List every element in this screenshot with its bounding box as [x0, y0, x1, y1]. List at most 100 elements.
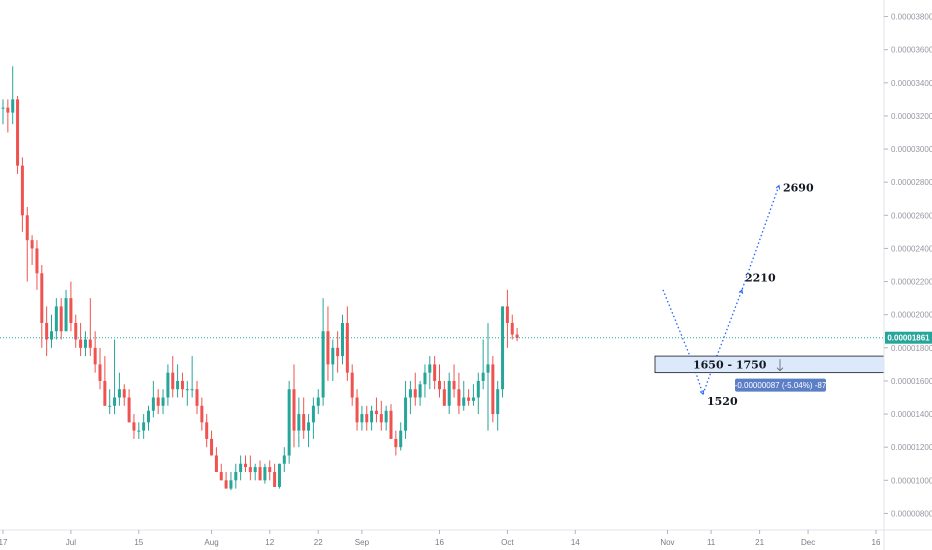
projection-label: 1520 [707, 395, 738, 408]
projection-arrowhead [775, 184, 781, 190]
candle-body [433, 364, 437, 381]
time-tick-label: Aug [204, 538, 218, 547]
candle-body [471, 397, 475, 401]
price-tick-label: 0.00001200 [891, 443, 932, 452]
candle-body [117, 389, 121, 398]
time-tick-label: 22 [314, 538, 323, 547]
candle-body [413, 389, 417, 398]
candle-body [316, 397, 320, 406]
time-tick-label: 14 [571, 538, 580, 547]
candle-body [79, 339, 83, 348]
candle-body [113, 397, 117, 406]
candle-body [481, 372, 485, 381]
projection-arrowhead [738, 288, 744, 294]
candle-body [389, 410, 393, 439]
candle-body [83, 339, 87, 348]
price-tick-label: 0.00003600 [891, 46, 932, 55]
candle-body [428, 364, 432, 373]
candle-body [447, 380, 451, 406]
candle-body [229, 480, 233, 489]
candles-group [1, 66, 519, 491]
time-tick-label: Sep [355, 538, 370, 547]
candle-body [384, 410, 388, 423]
price-tick-label: 0.00001400 [891, 410, 932, 419]
measure-label-box [735, 378, 826, 392]
candle-body [501, 306, 505, 390]
candle-body [64, 298, 68, 332]
candle-body [74, 322, 78, 340]
measure-label: -0.00000087 (-5.04%) -87 [735, 381, 827, 390]
price-tick-label: 0.00002600 [891, 211, 932, 220]
candle-body [93, 347, 97, 365]
time-tick-label: Jul [66, 538, 76, 547]
candle-body [341, 322, 344, 357]
candle-body [50, 331, 53, 340]
candle-body [224, 480, 228, 489]
time-tick-label: 15 [134, 538, 143, 547]
candle-body [69, 298, 73, 323]
candle-body [360, 414, 364, 423]
projection-path [662, 185, 780, 397]
candle-body [258, 467, 262, 481]
candle-body [277, 463, 281, 487]
price-tick-label: 0.00002400 [891, 244, 932, 253]
projection-label: 2690 [783, 181, 814, 194]
price-tick-label: 0.00000800 [891, 509, 932, 518]
candle-body [297, 414, 301, 431]
candle-body [180, 380, 184, 390]
candle-body [457, 389, 461, 406]
price-tick-label: 0.00002000 [891, 311, 932, 320]
candle-body [98, 364, 102, 381]
candle-body [103, 380, 107, 406]
candle-body [248, 467, 252, 473]
candle-body [408, 389, 412, 398]
annotations-group: -0.00000087 (-5.04%) -87 2690 2210 1650 - 1… [0, 181, 885, 408]
candle-body [200, 405, 204, 423]
time-tick-label: 11 [707, 538, 716, 547]
candle-body [355, 397, 359, 423]
candle-body [496, 389, 500, 415]
candle-body [491, 364, 495, 415]
candle-body [6, 107, 10, 113]
price-axis[interactable]: 0.00000800 0.00001000 0.00001200 0.00001400… [883, 0, 932, 550]
price-tick-label: 0.00003800 [891, 13, 932, 22]
time-tick-label: 16 [872, 538, 881, 547]
candle-body [268, 467, 272, 473]
price-tick-label: 0.00002800 [891, 178, 932, 187]
candle-body [287, 389, 291, 456]
candle-body [399, 430, 403, 448]
candle-body [30, 240, 34, 249]
candle-body [59, 306, 63, 332]
time-tick-label: 17 [0, 538, 8, 547]
candle-body [273, 472, 277, 487]
projection-label: 1650 - 1750 [693, 358, 767, 371]
candle-body [127, 397, 131, 423]
candle-body [40, 273, 44, 323]
candle-body [171, 372, 175, 390]
candle-body [331, 347, 335, 365]
candle-body [379, 414, 383, 423]
candle-body [11, 99, 15, 113]
candle-body [190, 389, 194, 391]
candle-body [239, 463, 243, 473]
candle-body [25, 215, 29, 241]
candle-body [214, 455, 218, 473]
candle-body [311, 405, 315, 423]
candle-body [88, 339, 92, 348]
candle-body [244, 463, 247, 468]
candle-body [234, 472, 238, 481]
target-zone [654, 355, 885, 374]
candle-body [132, 422, 136, 431]
candle-body [45, 322, 49, 340]
candle-body [147, 410, 150, 423]
time-tick-label: 16 [435, 538, 444, 547]
candle-body [365, 414, 369, 423]
measure-arrowhead [776, 367, 784, 372]
time-axis[interactable]: 17 Jul 15 Aug 12 22 Sep 16 Oct 14 Nov 11 21 Dec 16 [0, 529, 932, 547]
candle-body [374, 410, 378, 415]
candle-body [438, 380, 441, 390]
candle-body [176, 380, 180, 390]
candle-body [505, 306, 509, 323]
candle-body [16, 99, 20, 166]
